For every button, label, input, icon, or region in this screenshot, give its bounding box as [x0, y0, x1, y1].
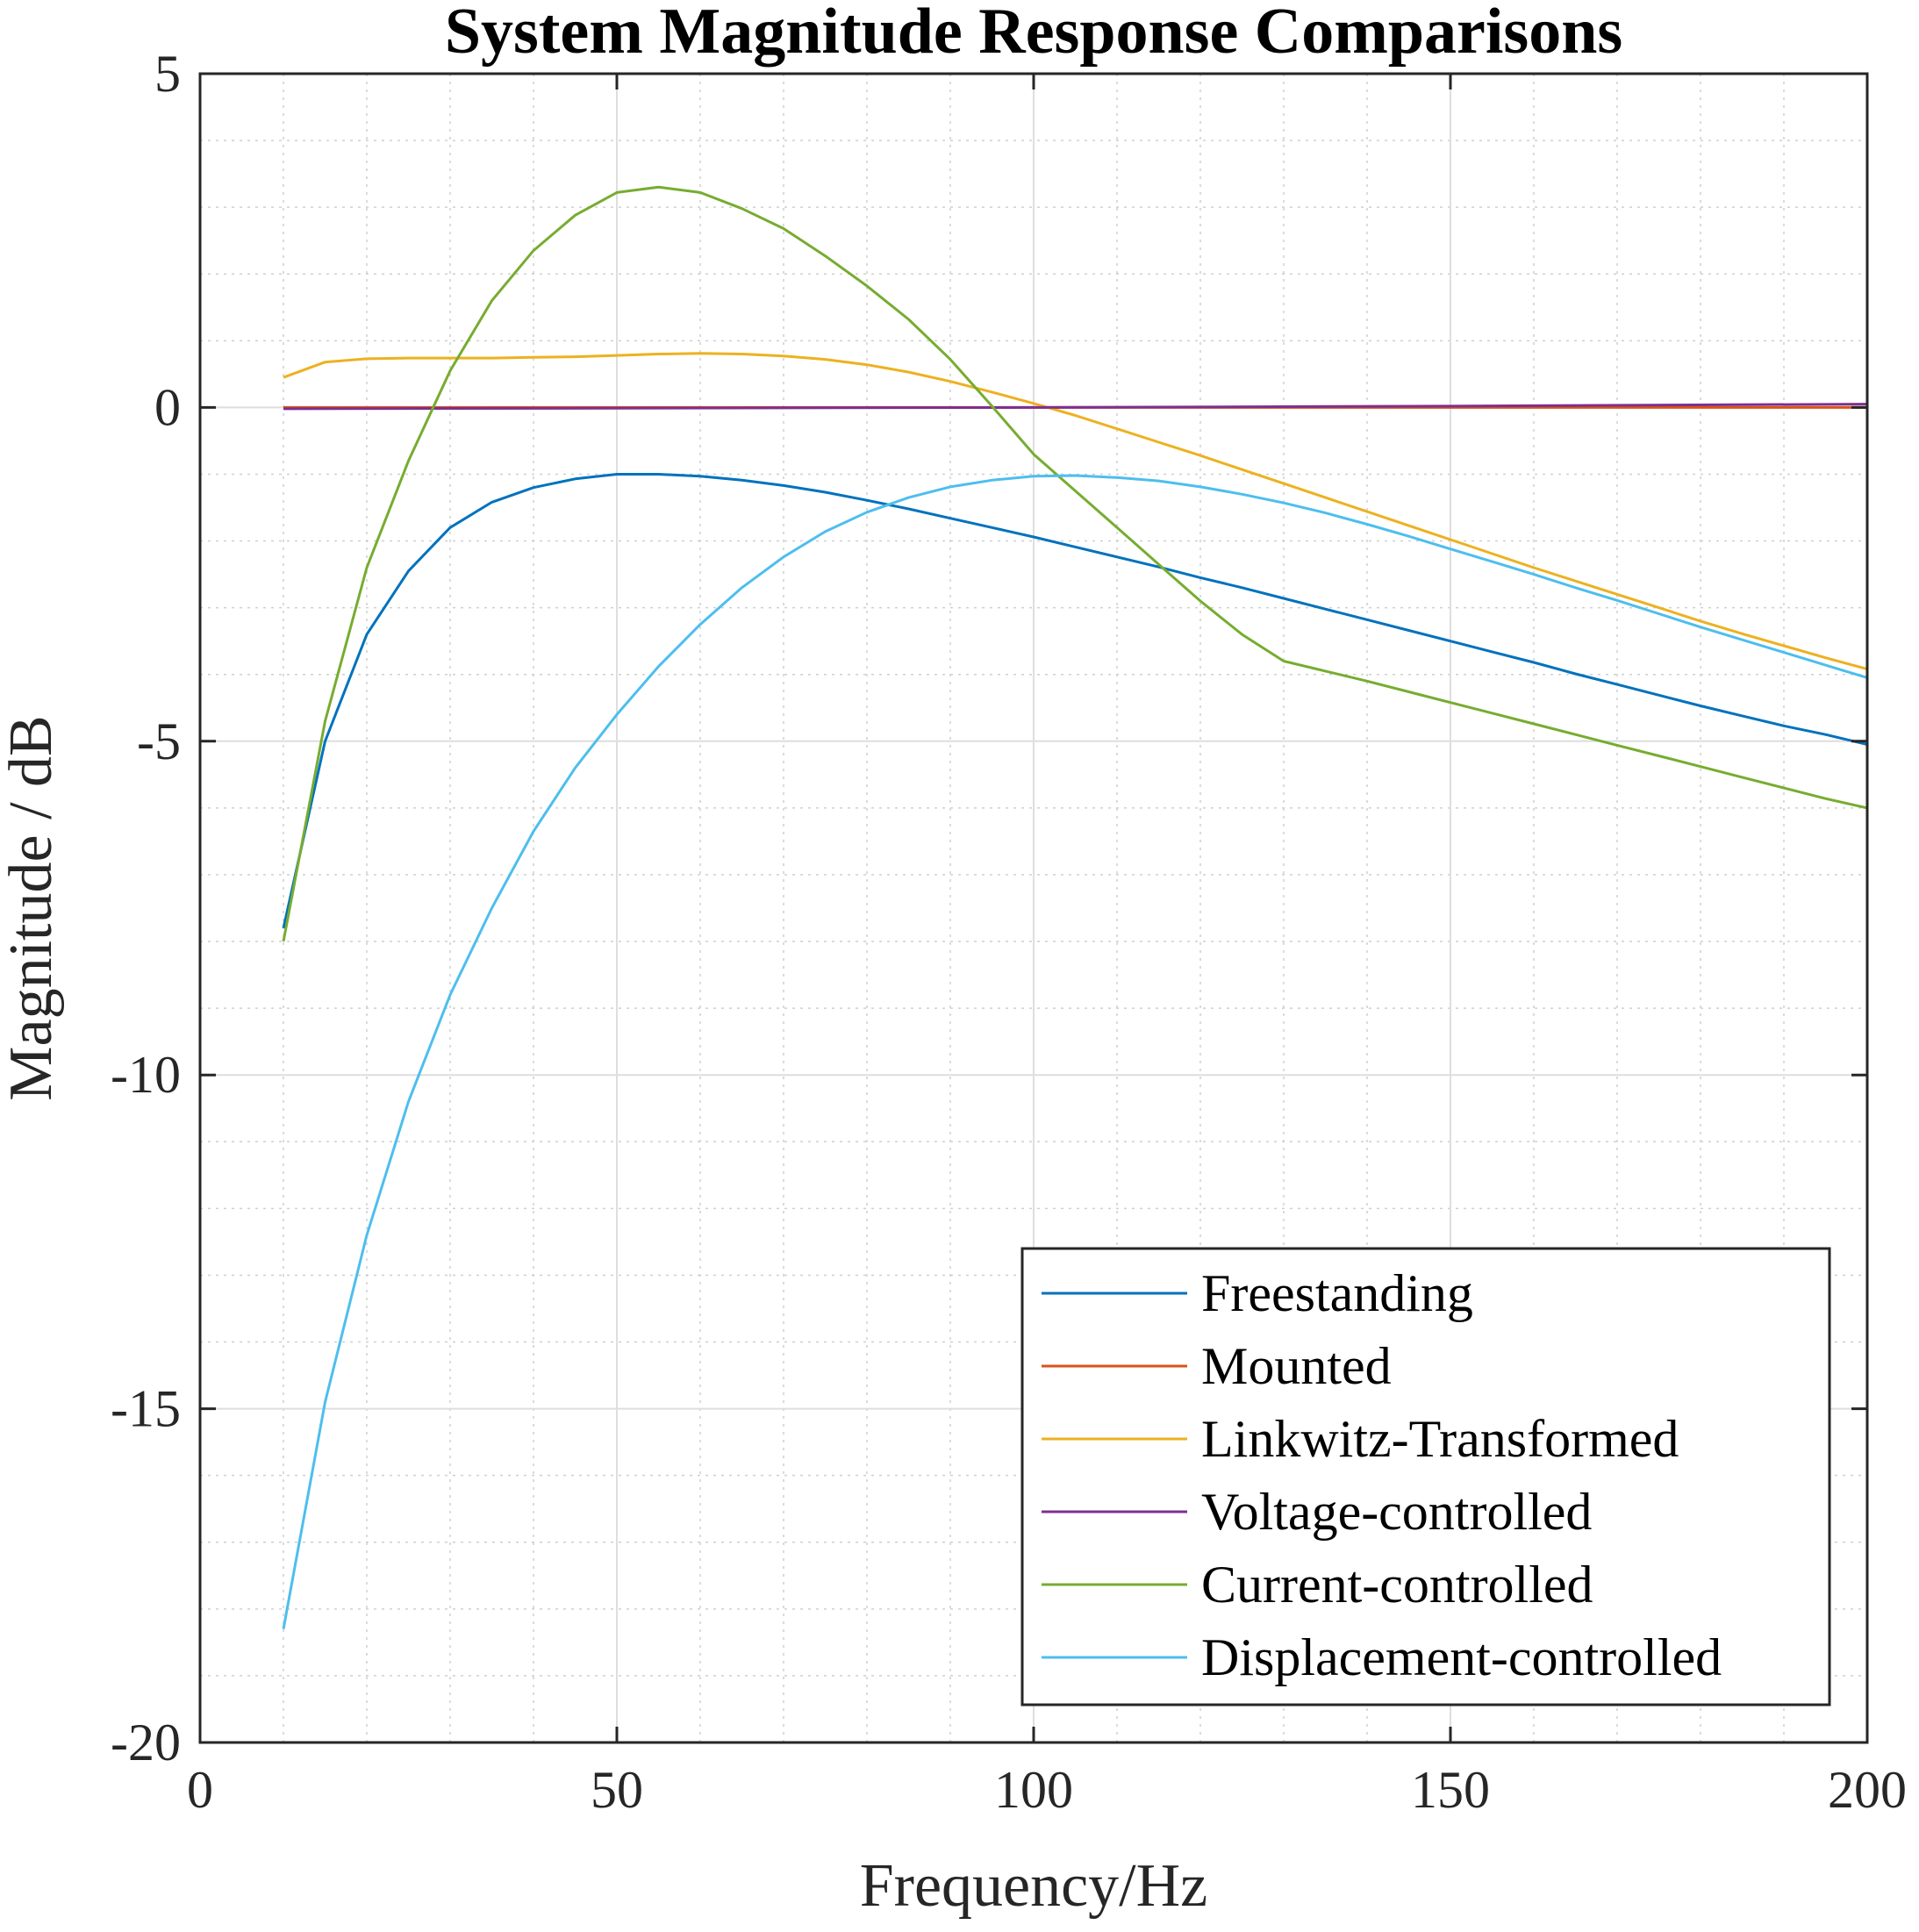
- legend-label-current-controlled: Current-controlled: [1201, 1556, 1593, 1614]
- y-tick-label: -5: [137, 712, 181, 770]
- x-tick-label: 0: [187, 1761, 213, 1819]
- series-line-displacement-controlled: [282, 474, 1867, 1629]
- legend-box: [1020, 1247, 1831, 1707]
- series-line-current-controlled: [282, 185, 1867, 942]
- y-tick-label: 5: [154, 45, 181, 103]
- legend: Freestanding Mounted Linkwitz-Transformed V…: [1020, 1247, 1831, 1707]
- series-layer: [282, 185, 1867, 1629]
- y-tick-label: -10: [111, 1046, 181, 1104]
- legend-label-linkwitz-transformed: Linkwitz-Transformed: [1201, 1410, 1679, 1468]
- legend-label-voltage-controlled: Voltage-controlled: [1201, 1483, 1592, 1541]
- x-tick-label: 150: [1411, 1761, 1490, 1819]
- axis-ticks: [198, 72, 1869, 1744]
- x-tick-label: 50: [591, 1761, 643, 1819]
- y-axis-label: Magnitude / dB: [0, 715, 65, 1100]
- series-line-linkwitz-transformed: [283, 352, 1867, 671]
- y-tick-label: -15: [111, 1380, 181, 1438]
- x-tick-label: 200: [1828, 1761, 1907, 1819]
- legend-label-freestanding: Freestanding: [1201, 1264, 1473, 1322]
- y-tick-label: 0: [154, 378, 181, 436]
- x-tick-label: 100: [994, 1761, 1073, 1819]
- legend-label-displacement-controlled: Displacement-controlled: [1201, 1628, 1722, 1686]
- legend-label-mounted: Mounted: [1201, 1337, 1392, 1395]
- x-axis-label: Frequency/Hz: [860, 1852, 1208, 1920]
- tick-labels: 0 50 100 150 200 -20 -15 -10 -5 0 5: [111, 45, 1907, 1819]
- chart-title: System Magnitude Response Comparisons: [445, 0, 1622, 68]
- series-line-voltage-controlled: [283, 403, 1867, 411]
- series-line-freestanding: [282, 473, 1867, 929]
- y-tick-label: -20: [111, 1714, 181, 1771]
